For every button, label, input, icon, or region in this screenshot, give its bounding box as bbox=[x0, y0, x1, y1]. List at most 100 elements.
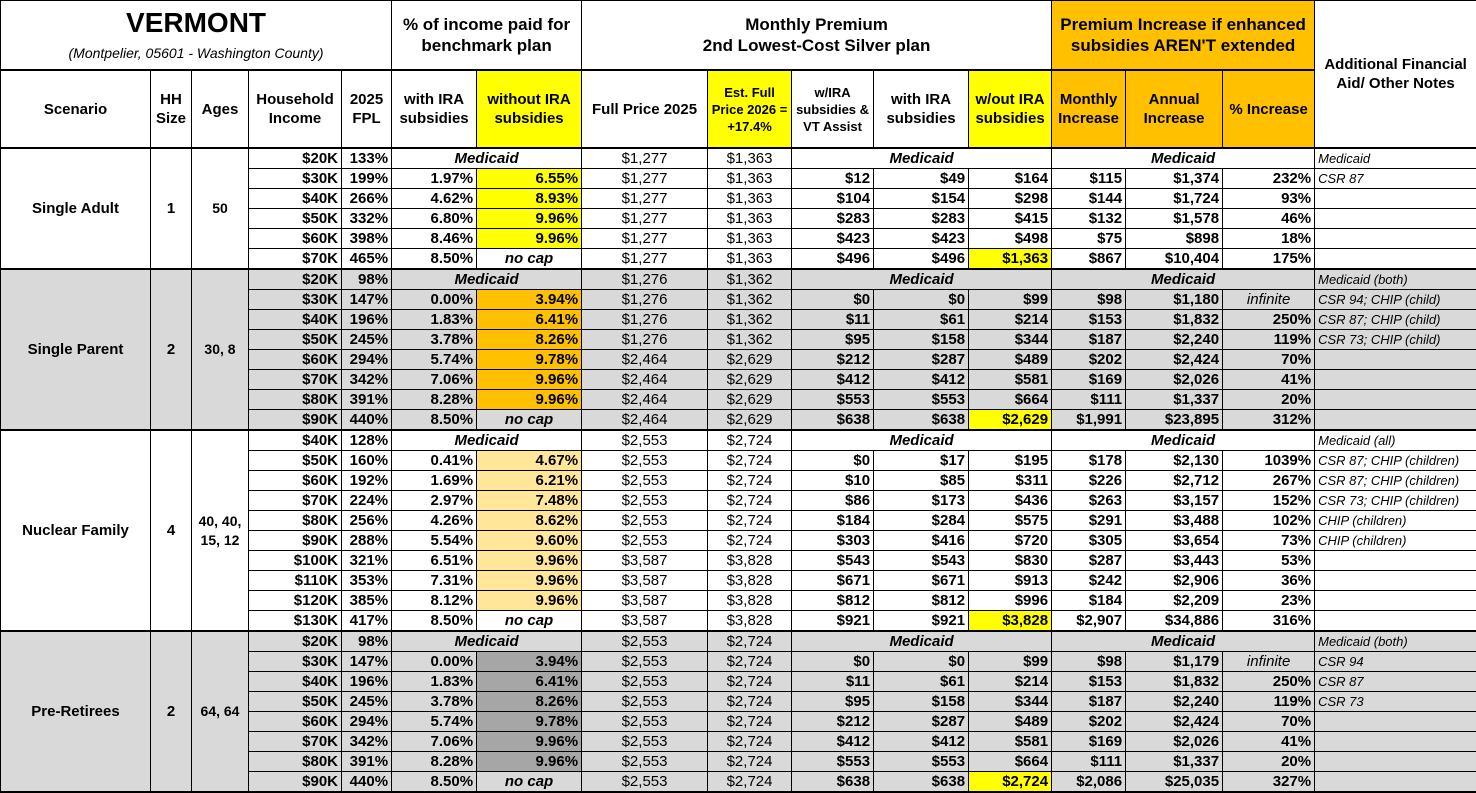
premium-header-line1: Monthly Premium bbox=[745, 15, 888, 34]
with-pct-cell: 4.26% bbox=[392, 511, 477, 531]
pct-increase-cell: 175% bbox=[1223, 249, 1315, 270]
pct-income-group-header: % of income paid for benchmark plan bbox=[392, 1, 582, 71]
est-price-2026-cell: $1,363 bbox=[708, 209, 792, 229]
w-ira-vt-cell: $812 bbox=[792, 591, 874, 611]
fpl-cell: 133% bbox=[342, 148, 392, 169]
with-ira-cell: $921 bbox=[874, 611, 969, 632]
pct-increase-cell: 119% bbox=[1223, 330, 1315, 350]
without-pct-cell: 6.41% bbox=[477, 672, 582, 692]
fpl-cell: 288% bbox=[342, 531, 392, 551]
without-ira-cell: $311 bbox=[969, 471, 1052, 491]
pct-increase-cell: 73% bbox=[1223, 531, 1315, 551]
without-pct-cell: 9.96% bbox=[477, 229, 582, 249]
scenario-cell: Pre-Retirees bbox=[1, 631, 151, 792]
without-ira-cell: $664 bbox=[969, 752, 1052, 772]
w-ira-vt-cell: $921 bbox=[792, 611, 874, 632]
notes-cell: CSR 87; CHIP (child) bbox=[1315, 310, 1476, 330]
with-ira-cell: $671 bbox=[874, 571, 969, 591]
medicaid-increase-label: Medicaid bbox=[1052, 269, 1315, 290]
ages-cell: 50 bbox=[192, 148, 249, 269]
income-cell: $20K bbox=[249, 148, 342, 169]
medicaid-label: Medicaid bbox=[392, 148, 582, 169]
monthly-increase-cell: $305 bbox=[1052, 531, 1126, 551]
full-price-2025-cell: $3,587 bbox=[582, 591, 708, 611]
notes-cell: Medicaid bbox=[1315, 148, 1476, 169]
monthly-increase-cell: $187 bbox=[1052, 330, 1126, 350]
fpl-cell: 391% bbox=[342, 752, 392, 772]
col-without-pct: without IRA subsidies bbox=[477, 70, 582, 148]
without-ira-cell: $581 bbox=[969, 732, 1052, 752]
notes-cell: CSR 87; CHIP (children) bbox=[1315, 451, 1476, 471]
medicaid-label: Medicaid bbox=[392, 631, 582, 652]
col-scenario: Scenario bbox=[1, 70, 151, 148]
with-ira-cell: $154 bbox=[874, 189, 969, 209]
fpl-cell: 128% bbox=[342, 430, 392, 451]
monthly-increase-cell: $132 bbox=[1052, 209, 1126, 229]
col-ages: Ages bbox=[192, 70, 249, 148]
without-pct-cell: no cap bbox=[477, 410, 582, 431]
without-ira-cell: $830 bbox=[969, 551, 1052, 571]
with-pct-cell: 0.41% bbox=[392, 451, 477, 471]
fpl-cell: 266% bbox=[342, 189, 392, 209]
fpl-cell: 192% bbox=[342, 471, 392, 491]
hh-size-cell: 2 bbox=[151, 631, 192, 792]
fpl-cell: 245% bbox=[342, 692, 392, 712]
with-pct-cell: 8.12% bbox=[392, 591, 477, 611]
col-monthly-increase: Monthly Increase bbox=[1052, 70, 1126, 148]
without-pct-cell: 8.26% bbox=[477, 692, 582, 712]
est-price-2026-cell: $2,724 bbox=[708, 732, 792, 752]
est-price-2026-cell: $2,724 bbox=[708, 471, 792, 491]
without-ira-cell: $575 bbox=[969, 511, 1052, 531]
monthly-increase-cell: $2,086 bbox=[1052, 772, 1126, 793]
without-pct-cell: 9.96% bbox=[477, 732, 582, 752]
full-price-2025-cell: $2,553 bbox=[582, 672, 708, 692]
monthly-increase-cell: $867 bbox=[1052, 249, 1126, 270]
pct-increase-cell: infinite bbox=[1223, 652, 1315, 672]
annual-increase-cell: $2,424 bbox=[1126, 350, 1223, 370]
without-pct-cell: 7.48% bbox=[477, 491, 582, 511]
without-pct-cell: 6.21% bbox=[477, 471, 582, 491]
full-price-2025-cell: $1,276 bbox=[582, 330, 708, 350]
monthly-increase-cell: $287 bbox=[1052, 551, 1126, 571]
hh-size-cell: 2 bbox=[151, 269, 192, 430]
est-price-2026-cell: $1,363 bbox=[708, 229, 792, 249]
est-price-2026-cell: $2,724 bbox=[708, 672, 792, 692]
income-cell: $120K bbox=[249, 591, 342, 611]
est-price-2026-cell: $2,629 bbox=[708, 370, 792, 390]
notes-cell: CSR 73; CHIP (child) bbox=[1315, 330, 1476, 350]
est-price-2026-cell: $2,724 bbox=[708, 451, 792, 471]
pct-increase-cell: 46% bbox=[1223, 209, 1315, 229]
fpl-cell: 199% bbox=[342, 169, 392, 189]
fpl-cell: 196% bbox=[342, 310, 392, 330]
col-full-2025: Full Price 2025 bbox=[582, 70, 708, 148]
annual-increase-cell: $3,443 bbox=[1126, 551, 1223, 571]
with-ira-cell: $283 bbox=[874, 209, 969, 229]
full-price-2025-cell: $1,277 bbox=[582, 249, 708, 270]
notes-cell bbox=[1315, 571, 1476, 591]
notes-cell bbox=[1315, 772, 1476, 793]
with-ira-cell: $0 bbox=[874, 652, 969, 672]
with-ira-cell: $49 bbox=[874, 169, 969, 189]
scenario-cell: Single Adult bbox=[1, 148, 151, 269]
without-ira-cell: $344 bbox=[969, 330, 1052, 350]
w-ira-vt-cell: $184 bbox=[792, 511, 874, 531]
without-ira-cell: $99 bbox=[969, 652, 1052, 672]
annual-increase-cell: $1,337 bbox=[1126, 390, 1223, 410]
fpl-cell: 256% bbox=[342, 511, 392, 531]
notes-cell bbox=[1315, 712, 1476, 732]
annual-increase-cell: $1,179 bbox=[1126, 652, 1223, 672]
full-price-2025-cell: $2,553 bbox=[582, 712, 708, 732]
monthly-increase-cell: $115 bbox=[1052, 169, 1126, 189]
income-cell: $70K bbox=[249, 249, 342, 270]
without-ira-cell: $996 bbox=[969, 591, 1052, 611]
pct-increase-cell: 41% bbox=[1223, 370, 1315, 390]
annual-increase-cell: $2,712 bbox=[1126, 471, 1223, 491]
with-pct-cell: 5.74% bbox=[392, 712, 477, 732]
with-ira-cell: $0 bbox=[874, 290, 969, 310]
pct-increase-cell: 93% bbox=[1223, 189, 1315, 209]
without-ira-cell: $489 bbox=[969, 712, 1052, 732]
w-ira-vt-cell: $11 bbox=[792, 672, 874, 692]
